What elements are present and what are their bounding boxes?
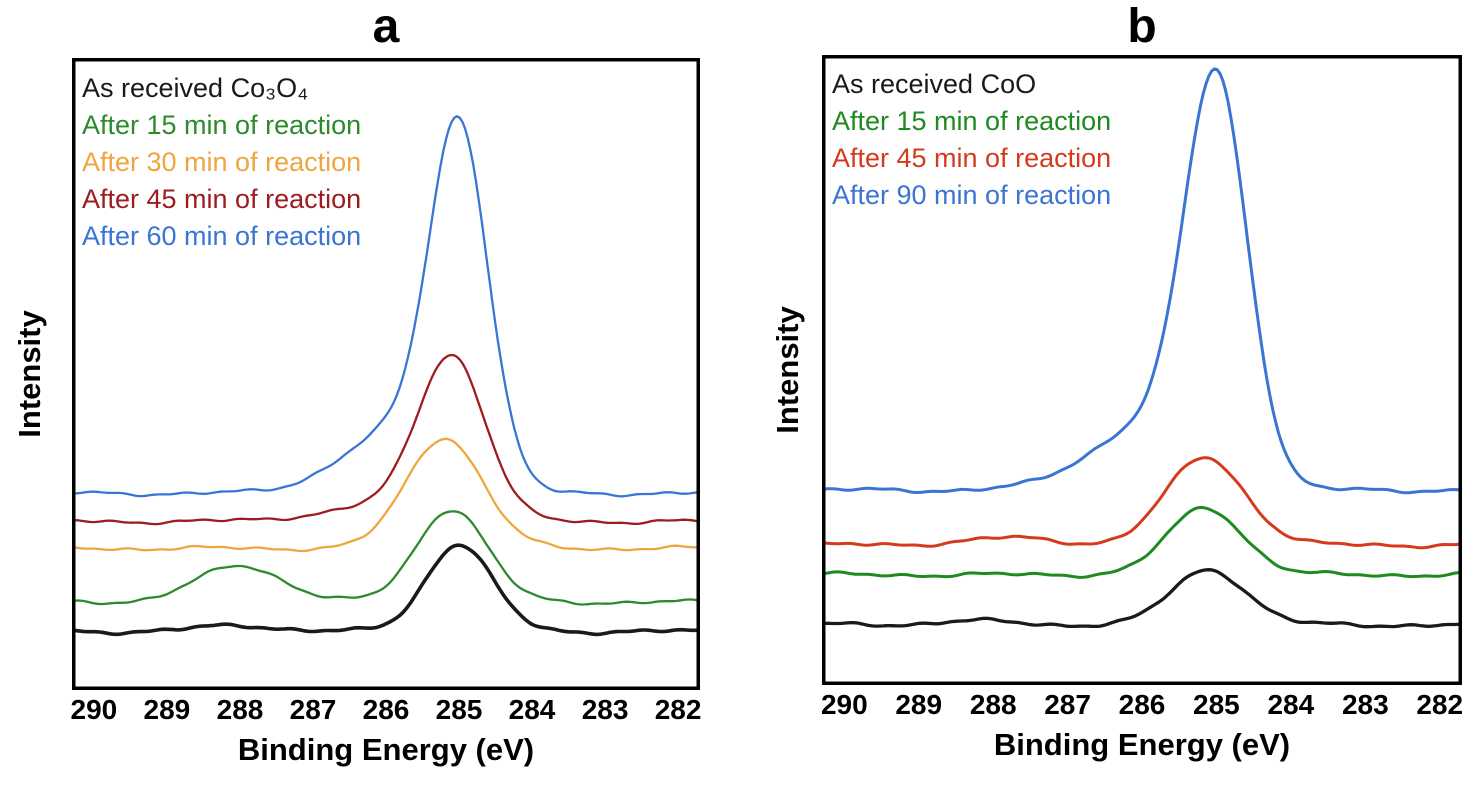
panel-b-title: b	[1127, 0, 1157, 53]
x-tick-label: 282	[1416, 689, 1464, 720]
x-tick-label: 285	[1193, 689, 1240, 720]
spectrum-curve	[824, 506, 1460, 579]
legend-item: After 30 min of reaction	[82, 147, 362, 177]
panel-a-xlabel: Binding Energy (eV)	[237, 732, 535, 767]
x-tick-label: 285	[435, 694, 483, 725]
panel-b-ylabel: Intensity	[770, 306, 805, 434]
spectrum-curve	[74, 115, 698, 498]
x-tick-label: 290	[820, 689, 868, 720]
panel-b-xlabel: Binding Energy (eV)	[993, 727, 1291, 762]
panel-a-legend: As received Co₃O₄ After 15 min of reactio…	[82, 70, 361, 255]
panel-a-xticks: 290 289 288 287 286 285 284 283 282	[70, 694, 702, 728]
x-tick-label: 284	[1267, 689, 1315, 720]
panel-b-xticks: 290 289 288 287 286 285 284 283 282	[820, 689, 1464, 723]
legend-item: After 90 min of reaction	[832, 180, 1112, 210]
panel-b-legend: As received CoO After 15 min of reaction A…	[832, 66, 1111, 214]
x-tick-label: 287	[1044, 689, 1091, 720]
x-tick-label: 290	[70, 694, 118, 725]
spectrum-curve	[824, 67, 1460, 495]
panel-a-ylabel: Intensity	[12, 310, 47, 438]
x-tick-label: 286	[1118, 689, 1166, 720]
spectrum-curve	[74, 353, 698, 526]
legend-item: As received CoO	[832, 69, 1037, 99]
spectrum-curve	[824, 568, 1460, 629]
panel-b-plot	[822, 55, 1462, 685]
panel-a-title: a	[372, 0, 400, 53]
x-tick-label: 284	[508, 694, 556, 725]
x-tick-label: 286	[362, 694, 410, 725]
plot-border	[822, 55, 1462, 685]
x-tick-label: 283	[1341, 689, 1389, 720]
x-tick-label: 287	[289, 694, 337, 725]
x-tick-label: 288	[969, 689, 1017, 720]
spectrum-curve	[74, 437, 698, 553]
legend-item: After 15 min of reaction	[832, 106, 1112, 136]
legend-item: After 45 min of reaction	[832, 143, 1112, 173]
spectrum-curve	[824, 456, 1460, 550]
panel-a: a Intensity As received Co₃O₄ After 15 mi…	[12, 0, 702, 767]
spectrum-curve	[74, 510, 698, 606]
x-tick-label: 282	[654, 694, 702, 725]
legend-item: As received Co₃O₄	[82, 73, 309, 103]
x-tick-label: 283	[581, 694, 629, 725]
panel-a-plot	[72, 58, 700, 690]
legend-item: After 60 min of reaction	[82, 221, 362, 251]
spectrum-curve	[74, 543, 698, 637]
legend-item: After 15 min of reaction	[82, 110, 362, 140]
panel-b: b Intensity As received CoO After 15 min …	[742, 0, 1484, 791]
x-tick-label: 289	[895, 689, 943, 720]
x-tick-label: 288	[216, 694, 264, 725]
plot-border	[72, 58, 700, 690]
x-tick-label: 289	[143, 694, 191, 725]
legend-item: After 45 min of reaction	[82, 184, 362, 214]
